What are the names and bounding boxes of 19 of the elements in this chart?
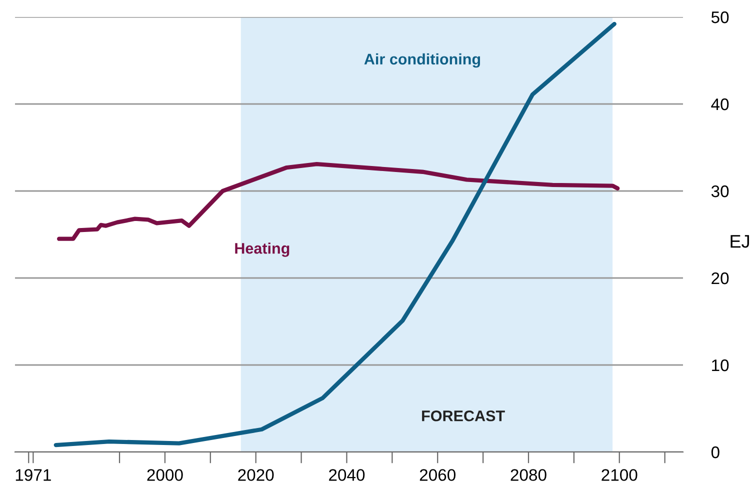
line-series: [56, 162, 620, 241]
y-tick-label: 0: [711, 446, 720, 458]
y-tick-label: 40: [711, 98, 729, 110]
y-tick-label: 10: [712, 359, 729, 372]
band-label: FORECAST: [422, 410, 505, 422]
x-tick-label: 2020: [238, 469, 274, 481]
text: Air conditioning: [364, 53, 480, 68]
y-tick-label: 50: [711, 11, 729, 24]
y-tick-label: 30: [711, 185, 729, 198]
x-tick-label: 2040: [329, 469, 365, 481]
x-tick-label: 2100: [602, 469, 638, 481]
x-tick-label: 2060: [420, 469, 456, 481]
line-series: [54, 22, 616, 448]
x-tick-label: 1971: [16, 469, 51, 481]
x-tick-label: 2000: [147, 469, 183, 481]
y-axis-title: EJ: [730, 235, 749, 248]
text: Heating: [235, 242, 290, 257]
y-tick-label: 20: [712, 272, 729, 284]
x-tick-label: 2080: [510, 469, 546, 481]
